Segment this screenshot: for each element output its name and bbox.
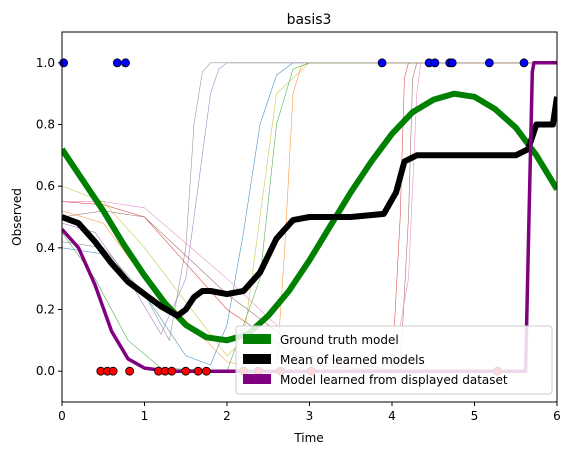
y-tick-label-4: 0.8: [36, 118, 55, 132]
legend-label-2: Model learned from displayed dataset: [280, 373, 508, 387]
series-line-2: [62, 61, 557, 373]
observation-point-1-2: [108, 366, 118, 376]
x-tick-label-6: 6: [553, 409, 561, 423]
observation-point-1-6: [167, 366, 177, 376]
x-tick-label-2: 2: [223, 409, 231, 423]
observation-point-0-3: [377, 58, 387, 68]
y-axis-label: Observed: [10, 188, 24, 246]
thin-model-curve-2: [62, 62, 557, 372]
observation-point-0-9: [519, 58, 529, 68]
series-line-1: [62, 96, 557, 319]
observation-point-1-7: [181, 366, 191, 376]
y-axis-ticks: 0.0 0.2 0.4 0.6 0.8 1.0: [36, 56, 62, 378]
observation-point-1-9: [201, 366, 211, 376]
legend-swatch-1: [243, 354, 271, 364]
legend: Ground truth model Mean of learned models…: [235, 325, 553, 395]
x-tick-label-1: 1: [141, 409, 149, 423]
legend-label-0: Ground truth model: [280, 333, 399, 347]
legend-swatch-2: [243, 374, 271, 384]
thin-model-curve-4: [62, 62, 557, 335]
observation-point-0-2: [121, 58, 130, 68]
legend-swatch-0: [243, 334, 271, 344]
x-axis-label: Time: [293, 431, 323, 445]
observation-point-1-3: [125, 366, 135, 376]
legend-frame: [235, 325, 553, 395]
y-tick-label-2: 0.4: [36, 241, 55, 255]
y-tick-label-5: 1.0: [36, 56, 55, 70]
x-axis-ticks: 0 1 2 3 4 5 6: [58, 402, 561, 423]
series-line-0: [62, 90, 557, 344]
observation-point-0-7: [447, 58, 457, 68]
chart-title: basis3: [287, 12, 332, 28]
observation-point-1-8: [193, 366, 203, 376]
observation-point-0-1: [112, 58, 122, 68]
x-tick-label-4: 4: [388, 409, 396, 423]
x-tick-label-3: 3: [306, 409, 314, 423]
x-tick-label-5: 5: [471, 409, 479, 423]
thin-model-curve-8: [62, 62, 557, 342]
main-model-curves: [62, 61, 557, 373]
y-tick-label-0: 0.0: [36, 364, 55, 378]
observation-point-0-8: [484, 58, 494, 68]
y-tick-label-1: 0.2: [36, 303, 55, 317]
x-tick-label-0: 0: [58, 409, 66, 423]
observation-point-0-5: [430, 58, 440, 68]
y-tick-label-3: 0.6: [36, 179, 55, 193]
legend-label-1: Mean of learned models: [280, 353, 425, 367]
